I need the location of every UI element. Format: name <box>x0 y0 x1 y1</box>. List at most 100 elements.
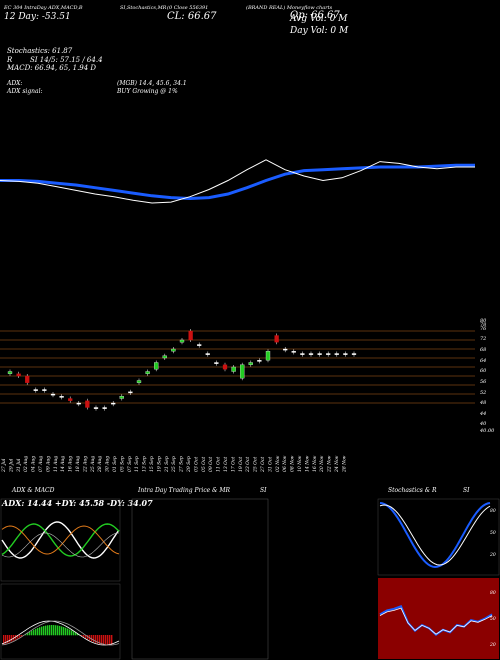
date-label: 25 Aug <box>90 456 96 473</box>
macd-value: MACD: 66.94, 65, 1.94 D <box>7 64 97 72</box>
header-line1: EC 304 IntraDay ADX,MACD,B <box>4 5 83 11</box>
date-label: 04 Aug <box>31 456 37 472</box>
date-label: 16 Nov <box>312 455 318 472</box>
stoch-tick-label: 50 <box>490 530 496 536</box>
candle-body <box>326 353 331 355</box>
macd-histogram-bar <box>101 635 103 645</box>
macd-histogram-bar <box>51 625 53 636</box>
price-axis-label: 48 <box>479 400 486 406</box>
candle-body <box>308 353 314 355</box>
candle-body <box>16 373 21 377</box>
macd-histogram-bar <box>27 632 29 636</box>
r-label: R <box>7 56 13 64</box>
date-label: 08 Nov <box>290 455 296 472</box>
date-label: 28 Nov <box>341 455 347 473</box>
candle-body <box>102 407 107 409</box>
si-blue-line <box>379 605 493 636</box>
price-axis-label: 60 <box>480 368 487 374</box>
macd-histogram-bar <box>107 635 109 646</box>
adx-signal-label: ADX signal: <box>7 88 43 95</box>
candle-body <box>7 371 13 374</box>
macd-histogram-bar <box>53 625 55 636</box>
panel-title: SI <box>260 487 267 494</box>
price-white-line <box>0 159 475 204</box>
range-label: 12 Day: -53.51 <box>4 12 71 22</box>
macd-histogram-bar <box>81 635 83 637</box>
indicator-panels: ADX & MACD Intra Day Trading Price & MR SI… <box>0 487 500 660</box>
macd-histogram-bar <box>41 626 43 636</box>
date-label: 29 Jul <box>8 458 14 473</box>
stochastics-value: Stochastics: 61.87 <box>7 47 73 55</box>
macd-histogram-bar <box>11 635 13 642</box>
candle-body <box>343 353 348 355</box>
candle-body <box>351 353 357 355</box>
price-axis-label: 56 <box>480 379 487 385</box>
candle-body <box>111 402 116 405</box>
macd-histogram-bar <box>25 633 27 636</box>
date-label: 25 Oct <box>253 457 259 473</box>
price-axis-label: 68 <box>480 347 486 353</box>
macd-histogram-bar <box>95 635 97 643</box>
date-label: 10 Nov <box>297 455 303 472</box>
minus-dy-line <box>1 525 120 555</box>
date-label: 02 Aug <box>23 456 29 472</box>
candle-body <box>188 330 193 341</box>
date-label: 27 Sep <box>179 456 185 473</box>
date-label: 23 Oct <box>245 457 251 473</box>
macd-histogram-bar <box>49 625 51 636</box>
macd-histogram-bar <box>39 627 41 636</box>
macd-histogram-bar <box>65 627 67 636</box>
candle-body <box>248 362 253 365</box>
day-vol: Day Vol: 0 M <box>290 26 349 36</box>
candle-body <box>171 348 176 352</box>
date-label: 14 Nov <box>304 455 310 472</box>
date-label: 09 Aug <box>45 456 51 472</box>
date-label: 06 Nov <box>282 455 288 472</box>
candle-body <box>128 391 133 394</box>
candle-body <box>85 400 90 408</box>
plus-dy-line <box>1 523 120 557</box>
candle-body <box>162 355 167 359</box>
date-label: 19 Sep <box>156 456 162 472</box>
header-line1b: SI,Stochastics,MR <box>120 5 167 11</box>
candle-body <box>50 393 56 396</box>
stoch-white-line <box>379 504 491 566</box>
date-label: 16 Aug <box>68 456 74 472</box>
candle-body <box>257 360 262 362</box>
candle-body <box>145 371 150 374</box>
date-label: 19 Oct <box>238 457 244 472</box>
date-label: 30 Aug <box>105 456 111 472</box>
date-label: 22 Aug <box>82 456 88 473</box>
date-label: 20 Nov <box>319 455 325 473</box>
date-label: 13 Oct <box>223 457 229 472</box>
candle-body <box>93 407 99 409</box>
macd-histogram-bar <box>93 635 95 643</box>
buy-signal: BUY Growing @ 1% <box>117 88 178 95</box>
macd-histogram-bar <box>31 630 33 636</box>
macd-histogram-bar <box>83 635 85 638</box>
price-axis-label: 72 <box>480 336 486 342</box>
date-label: 07 Aug <box>38 456 44 472</box>
date-label: 13 Sep <box>142 456 148 472</box>
macd-panel-frame <box>0 583 121 660</box>
macd-histogram-bar <box>3 635 5 645</box>
avg-vol: Avg Vol: 0 M <box>290 14 348 24</box>
candle-body <box>222 364 228 370</box>
close-label: CL: 66.67 <box>167 11 217 22</box>
macd-histogram-bar <box>103 635 105 645</box>
candle-body <box>76 402 81 405</box>
candle-body <box>317 353 322 355</box>
candle-body <box>205 353 210 355</box>
candle-body <box>291 351 296 353</box>
date-label: 07 Sep <box>127 456 133 472</box>
macd-histogram-bar <box>43 626 45 636</box>
candle-body <box>33 389 38 391</box>
price-axis-label: 40.00 <box>479 428 495 434</box>
date-label: 24 Nov <box>334 455 340 473</box>
candle-body <box>59 396 64 398</box>
date-label: 28 Aug <box>97 456 103 473</box>
date-label: 09 Oct <box>208 457 214 472</box>
ma-blue-line <box>0 163 475 201</box>
date-label: 01 Sep <box>112 456 118 472</box>
candle-body <box>214 362 219 364</box>
